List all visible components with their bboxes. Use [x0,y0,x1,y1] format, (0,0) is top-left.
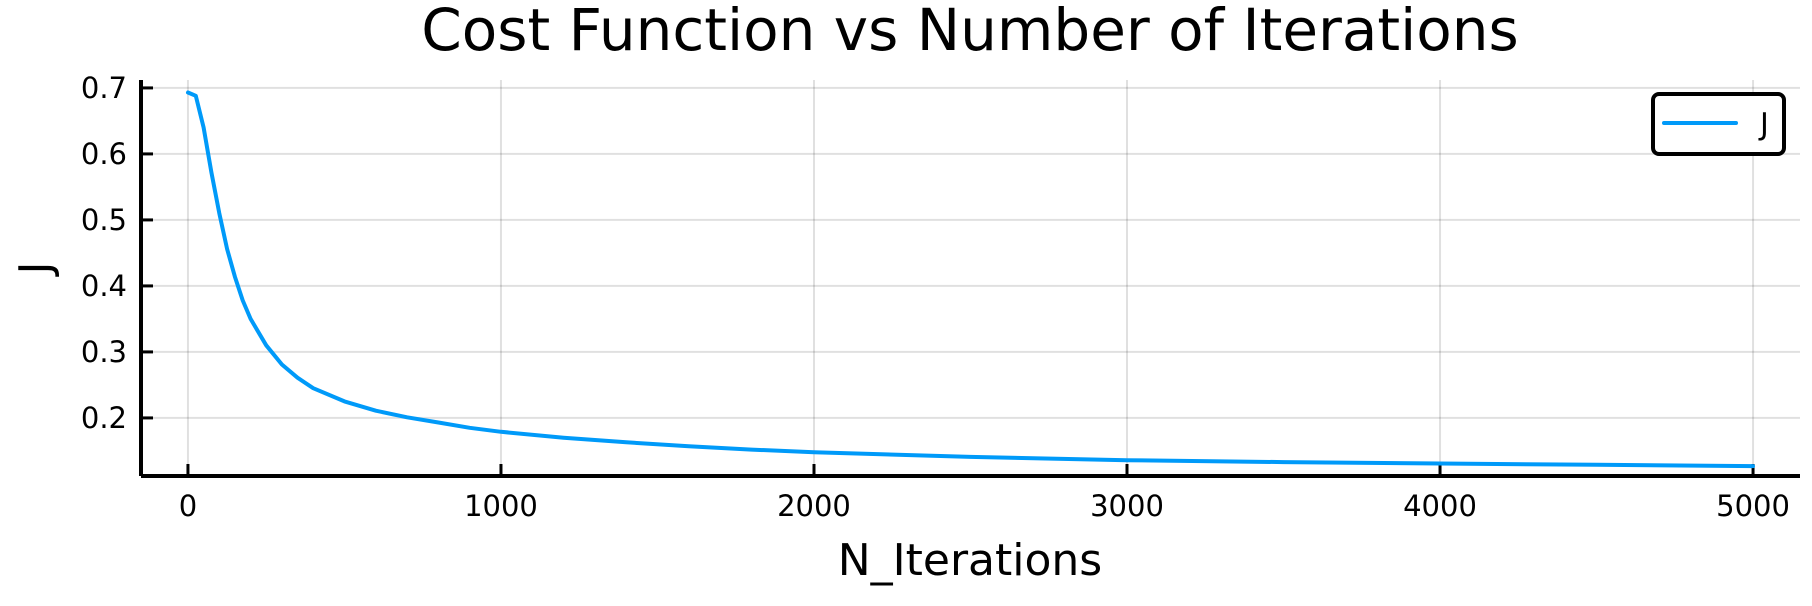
axes [139,80,1800,478]
y-tick-label: 0.3 [81,335,127,369]
x-tick-label: 4000 [1403,489,1477,523]
y-tick-label: 0.6 [81,137,127,171]
grid [141,80,1800,476]
x-tick-label: 2000 [777,489,851,523]
x-tick-label: 5000 [1716,489,1790,523]
x-tick-label: 0 [179,489,197,523]
legend: J [1651,92,1786,156]
x-axis-label: N_Iterations [838,535,1102,586]
tick-labels: 0 1000 2000 3000 4000 5000 0.2 0.3 0.4 0.5 0.6 0.7 [81,71,1790,523]
legend-label-j: J [1758,107,1769,142]
y-tick-label: 0.2 [81,401,127,435]
x-tick-label: 3000 [1090,489,1164,523]
x-tick-label: 1000 [464,489,538,523]
series [186,90,1755,469]
y-tick-label: 0.5 [81,203,127,237]
y-tick-label: 0.7 [81,71,127,105]
y-tick-label: 0.4 [81,269,127,303]
chart-title: Cost Function vs Number of Iterations [421,0,1519,64]
y-axis-label: J [10,262,61,278]
series-line-j [186,90,1755,469]
